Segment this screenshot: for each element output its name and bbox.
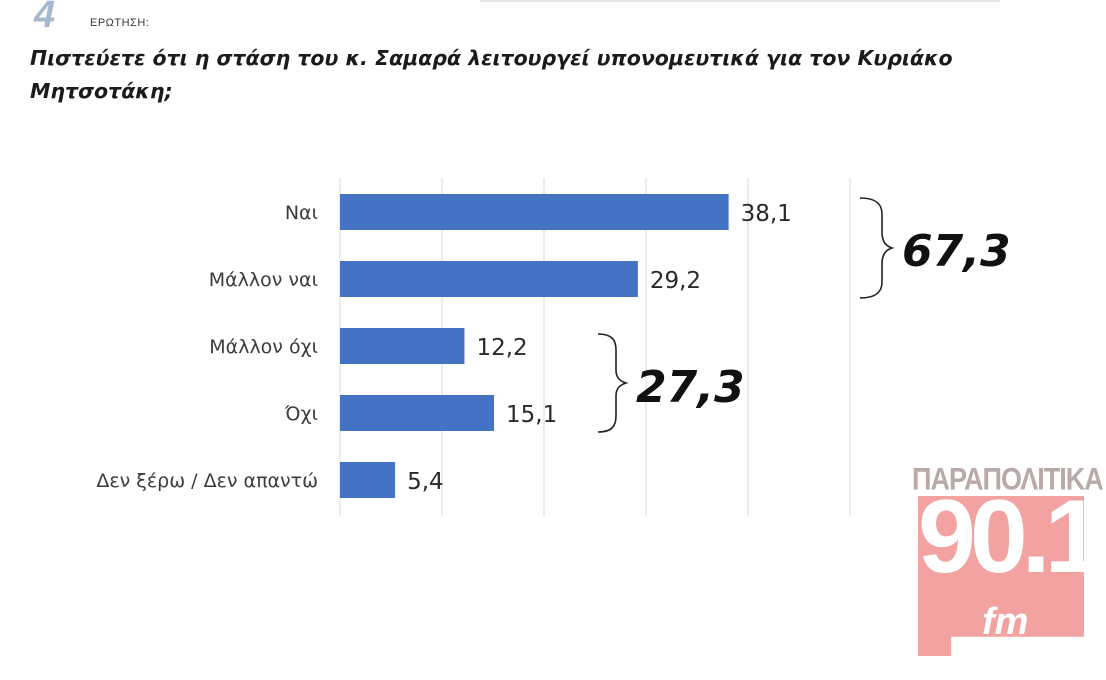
category-label: Δεν ξέρω / Δεν απαντώ [96, 470, 318, 492]
bar [340, 328, 465, 364]
bracket-yes [859, 197, 895, 299]
chart-bars [340, 194, 729, 498]
value-label: 12,2 [476, 335, 527, 361]
group-total: 27,3 [636, 362, 745, 413]
value-label: 29,2 [650, 268, 701, 294]
bar [340, 194, 729, 230]
bar [340, 462, 396, 498]
logo-fm: fm [982, 601, 1029, 643]
category-label: Μάλλον όχι [209, 336, 318, 358]
value-label: 15,1 [506, 402, 557, 428]
radio-logo: ΠΑΡΑΠΟΛΙΤΙΚΑ 90.1 fm [912, 461, 1104, 660]
top-divider [480, 0, 1000, 2]
bar [340, 395, 495, 431]
logo-top-text: ΠΑΡΑΠΟΛΙΤΙΚΑ [912, 461, 1104, 497]
chart-labels: Ναι 38,1 Μάλλον ναι 29,2 Μάλλον όχι 12,2 Όχι 15… [96, 201, 1010, 495]
category-label: Μάλλον ναι [209, 269, 318, 291]
logo-number: 90.1 [918, 479, 1102, 595]
bar [340, 261, 638, 297]
group-total: 67,3 [902, 226, 1011, 277]
question-label: ΕΡΩΤΗΣΗ: [90, 17, 150, 29]
category-label: Ναι [285, 202, 318, 224]
question-title: Πιστεύετε ότι η στάση του κ. Σαμαρά λειτ… [30, 46, 953, 103]
bracket-no [597, 333, 629, 433]
question-number: 4 [34, 0, 55, 36]
logo-box [918, 496, 1084, 656]
group-brackets [597, 197, 895, 433]
value-label: 38,1 [741, 201, 792, 227]
category-label: Όχι [284, 403, 318, 425]
value-label: 5,4 [407, 469, 444, 495]
